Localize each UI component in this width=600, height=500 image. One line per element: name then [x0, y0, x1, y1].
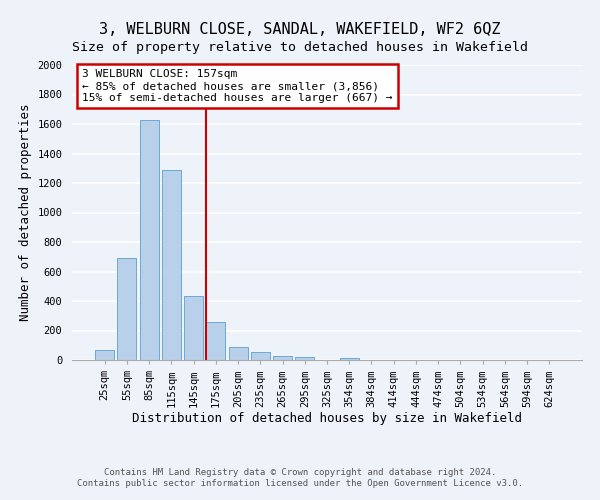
Bar [273, 356, 292, 360]
Bar [140, 120, 158, 360]
Text: 3, WELBURN CLOSE, SANDAL, WAKEFIELD, WF2 6QZ: 3, WELBURN CLOSE, SANDAL, WAKEFIELD, WF2… [99, 22, 501, 38]
Text: Size of property relative to detached houses in Wakefield: Size of property relative to detached ho… [72, 41, 528, 54]
X-axis label: Distribution of detached houses by size in Wakefield: Distribution of detached houses by size … [132, 412, 522, 425]
Text: 3 WELBURN CLOSE: 157sqm
← 85% of detached houses are smaller (3,856)
15% of semi: 3 WELBURN CLOSE: 157sqm ← 85% of detache… [82, 70, 392, 102]
Bar [229, 346, 248, 360]
Y-axis label: Number of detached properties: Number of detached properties [19, 104, 32, 322]
Bar [206, 322, 225, 360]
Bar [118, 258, 136, 360]
Bar [295, 357, 314, 360]
Bar [162, 170, 181, 360]
Bar [340, 358, 359, 360]
Bar [95, 350, 114, 360]
Bar [184, 296, 203, 360]
Bar [251, 352, 270, 360]
Text: Contains HM Land Registry data © Crown copyright and database right 2024.
Contai: Contains HM Land Registry data © Crown c… [77, 468, 523, 487]
